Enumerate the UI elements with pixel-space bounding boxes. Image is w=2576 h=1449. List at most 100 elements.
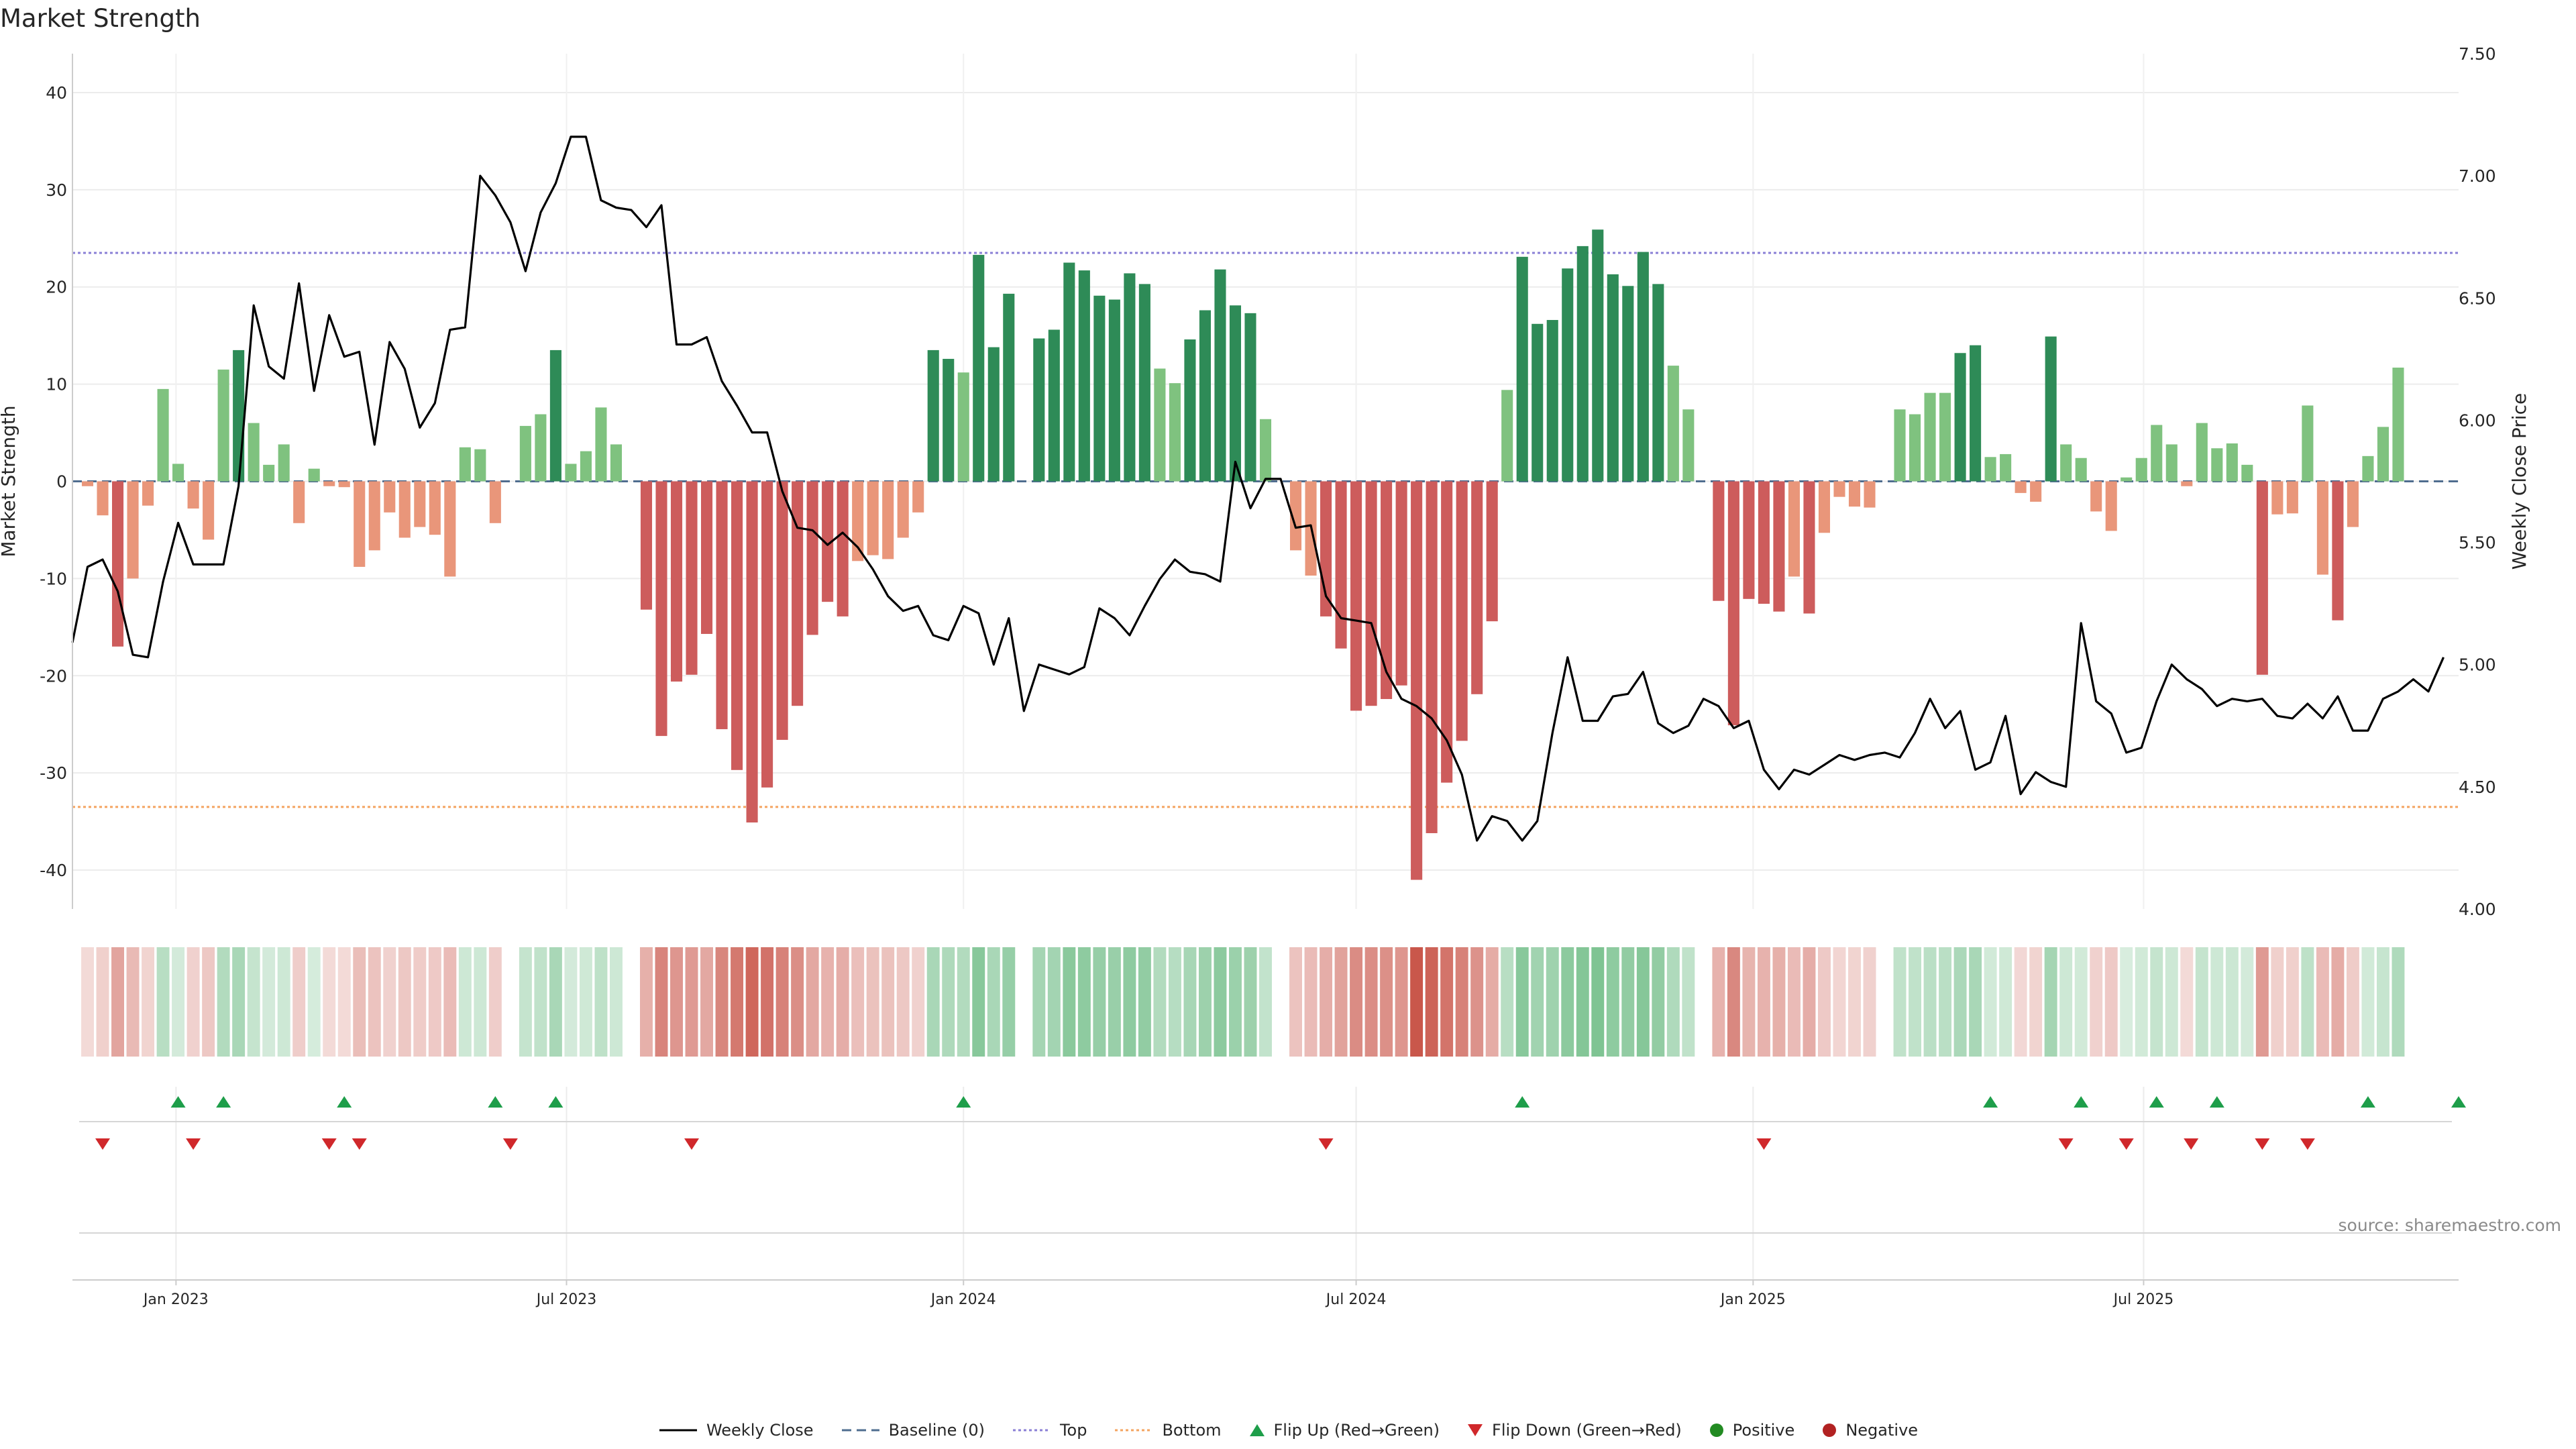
strength-bar [776, 481, 788, 740]
strength-bar [1773, 481, 1785, 612]
flip-down-marker [2184, 1138, 2199, 1150]
strength-bar [1667, 366, 1679, 482]
strength-bar [1637, 252, 1649, 482]
strip-cell [700, 947, 714, 1057]
strength-bar [716, 481, 728, 729]
strength-bar [1471, 481, 1483, 694]
strip-cell [2210, 947, 2224, 1057]
strength-bar [837, 481, 849, 616]
strip-cell [186, 947, 200, 1057]
strip-cell [2195, 947, 2208, 1057]
strength-bar [338, 481, 350, 488]
strip-cell [2392, 947, 2405, 1057]
strip-cell [443, 947, 457, 1057]
strength-bar [1184, 339, 1196, 482]
strength-bar [1033, 338, 1045, 482]
strength-bar [1244, 313, 1256, 482]
strength-bars [81, 229, 2404, 880]
strip-cell [2225, 947, 2239, 1057]
strip-cell [972, 947, 985, 1057]
strength-bar [1562, 268, 1574, 482]
strength-bar [1954, 353, 1966, 482]
strip-cell [594, 947, 608, 1057]
strength-bar [1048, 329, 1060, 482]
strip-cell [1002, 947, 1016, 1057]
strip-cell [1561, 947, 1574, 1057]
strength-bar [1229, 305, 1242, 482]
strength-bar [957, 372, 969, 482]
strength-bar [1622, 286, 1634, 482]
y-tick-label: 0 [56, 472, 67, 492]
strip-cell [1214, 947, 1227, 1057]
flip-up-marker [548, 1096, 564, 1108]
strip-cell [1077, 947, 1091, 1057]
strip-cell [1168, 947, 1181, 1057]
strip-cell [549, 947, 562, 1057]
strength-bar [2135, 458, 2147, 482]
axes: -40 -30 -20 -10 0 10 20 30 40 4.00 4.50 5.00 5.50 6.0… [0, 44, 2530, 1308]
strip-cell [2135, 947, 2148, 1057]
strip-cell [655, 947, 668, 1057]
legend-label: Flip Down (Green→Red) [1492, 1421, 1682, 1440]
strength-bar [278, 444, 290, 482]
strength-bar [368, 481, 380, 551]
strength-bar [2030, 481, 2042, 502]
strength-bar [897, 481, 909, 538]
strip-cell [1047, 947, 1061, 1057]
strength-bar [248, 423, 260, 482]
strength-bar [1289, 481, 1302, 551]
strip-cell [1712, 947, 1725, 1057]
strip-cell [126, 947, 140, 1057]
strip-cell [1939, 947, 1952, 1057]
strip-cell [609, 947, 623, 1057]
strength-bar [2286, 481, 2298, 514]
strength-bar [1063, 262, 1075, 482]
strength-bar [580, 451, 592, 482]
strip-cell [1334, 947, 1348, 1057]
strip-cell [1440, 947, 1454, 1057]
strip-cell [2104, 947, 2118, 1057]
strip-cell [1485, 947, 1499, 1057]
flip-down-marker [2300, 1138, 2315, 1150]
legend-item-top: Top [1012, 1421, 1087, 1440]
strength-bar [1713, 481, 1725, 601]
strip-cell [2180, 947, 2194, 1057]
strip-cell [1123, 947, 1136, 1057]
strength-bar [1546, 319, 1558, 482]
strength-bar [2362, 455, 2374, 482]
strip-cell [2286, 947, 2299, 1057]
strip-cell [1259, 947, 1272, 1057]
strip-cell [1289, 947, 1302, 1057]
strength-bar [1138, 284, 1150, 482]
strength-bar [157, 388, 169, 482]
strength-bar [792, 481, 804, 706]
strip-cell [579, 947, 592, 1057]
strip-cell [942, 947, 955, 1057]
y2-tick-label: 4.50 [2459, 777, 2496, 797]
strength-bar [1743, 481, 1755, 599]
y-tick-label: 30 [46, 180, 67, 200]
x-tick-label: Jul 2024 [1325, 1291, 1387, 1308]
strip-cell [96, 947, 109, 1057]
legend-item-negative: Negative [1821, 1421, 1918, 1440]
y-tick-label: -10 [40, 569, 67, 588]
strip-cell [1999, 947, 2012, 1057]
strip-cell [1803, 947, 1816, 1057]
strip-cell [1969, 947, 1982, 1057]
strip-cell [172, 947, 185, 1057]
strip-cell [1923, 947, 1937, 1057]
strength-bar [1078, 270, 1090, 482]
strength-bar [806, 481, 818, 635]
source-note: source: sharemaestro.com [2338, 1216, 2562, 1235]
strength-bar [308, 468, 320, 482]
strength-bar [1848, 481, 1861, 507]
strength-bar [2090, 481, 2102, 512]
strength-bar [1154, 368, 1166, 482]
strip-cell [2255, 947, 2269, 1057]
strength-bar [1395, 481, 1407, 686]
strip-cell [1636, 947, 1650, 1057]
strip-cell [926, 947, 940, 1057]
strength-bar [1984, 457, 1996, 482]
strip-cell [323, 947, 336, 1057]
